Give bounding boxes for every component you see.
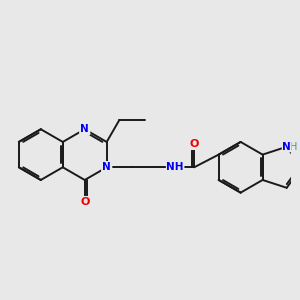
Text: N: N [80,124,89,134]
Text: NH: NH [167,162,184,172]
Text: N: N [103,162,112,172]
Text: N: N [80,124,89,134]
Text: O: O [190,140,199,149]
Text: N: N [102,162,111,172]
Text: O: O [80,196,89,206]
Text: H: H [290,142,297,152]
Text: N: N [282,142,291,152]
